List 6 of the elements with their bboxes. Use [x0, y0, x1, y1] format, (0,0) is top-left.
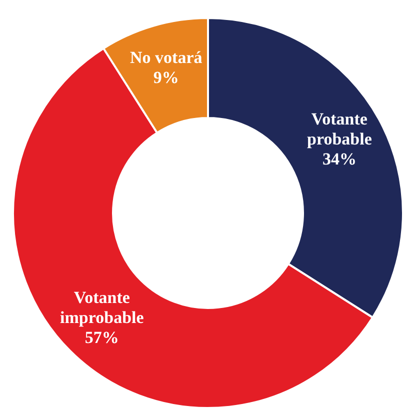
- slice-label: Votante improbable: [60, 288, 144, 327]
- data-label: 34%: [322, 150, 356, 169]
- slice-label: Votante probable: [307, 110, 372, 149]
- data-label: 57%: [84, 328, 119, 347]
- data-label: 9%: [153, 68, 179, 87]
- slice-label: No votará: [130, 48, 203, 67]
